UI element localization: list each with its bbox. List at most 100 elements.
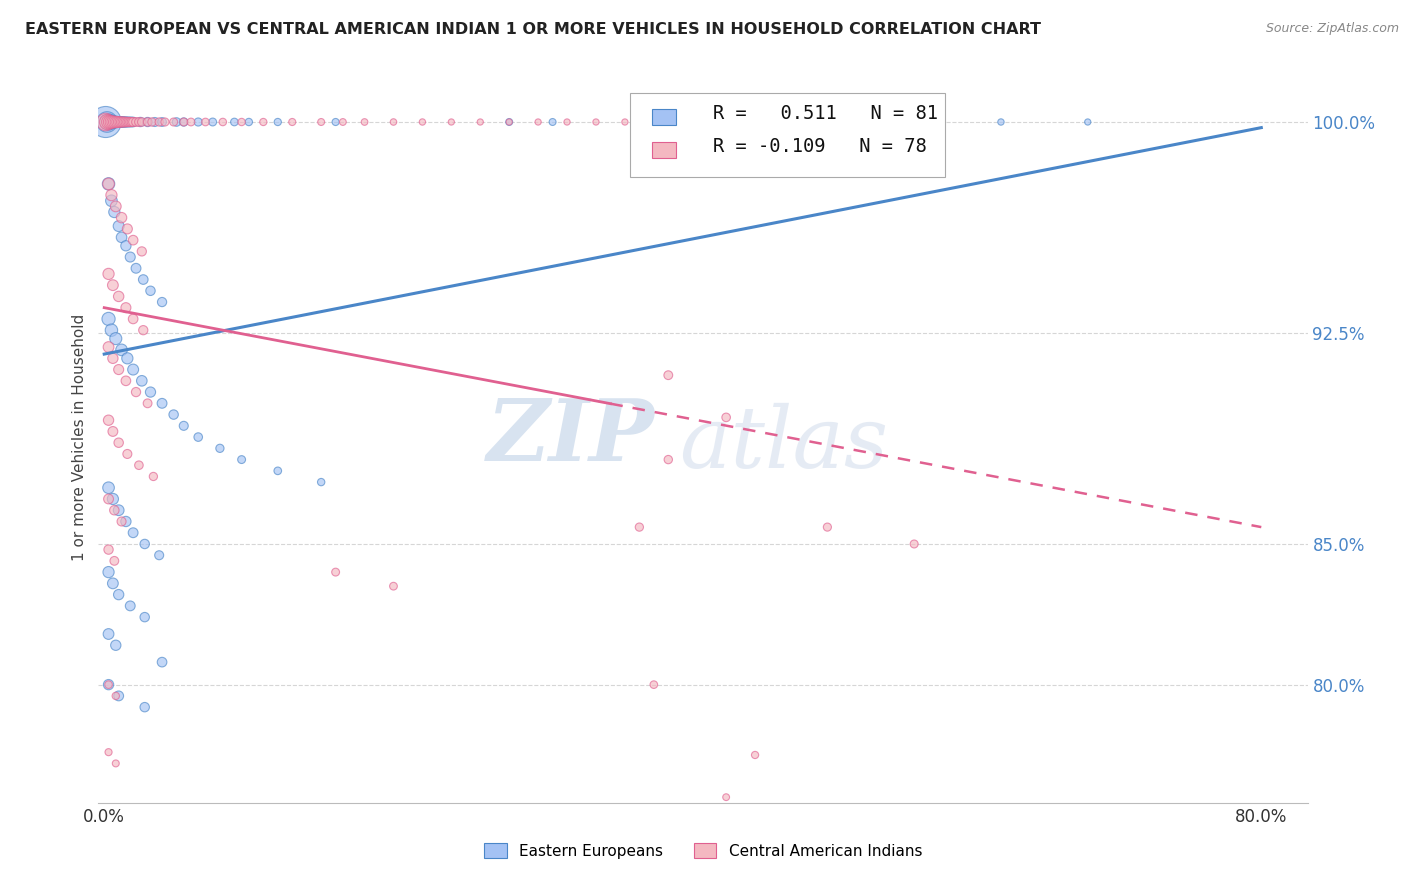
Point bbox=[100, 115, 122, 129]
Point bbox=[97, 115, 120, 129]
Point bbox=[231, 115, 253, 129]
Point bbox=[105, 115, 128, 129]
Point bbox=[134, 700, 156, 714]
Point bbox=[889, 115, 911, 129]
Bar bbox=[652, 110, 676, 126]
Point bbox=[97, 627, 120, 641]
Point bbox=[122, 312, 145, 326]
Point bbox=[628, 520, 651, 534]
Point bbox=[153, 115, 176, 129]
Point bbox=[107, 689, 129, 703]
Point bbox=[101, 425, 124, 439]
Point bbox=[131, 244, 153, 259]
Point bbox=[148, 115, 170, 129]
Text: Source: ZipAtlas.com: Source: ZipAtlas.com bbox=[1265, 22, 1399, 36]
Point bbox=[672, 115, 695, 129]
Point bbox=[111, 115, 134, 129]
Point bbox=[714, 410, 737, 425]
Point bbox=[150, 115, 173, 129]
Point bbox=[470, 115, 492, 129]
Point bbox=[104, 115, 127, 129]
Point bbox=[97, 678, 120, 692]
Point bbox=[194, 115, 217, 129]
Point bbox=[114, 115, 136, 129]
Point bbox=[121, 115, 143, 129]
Point bbox=[107, 588, 129, 602]
Text: ZIP: ZIP bbox=[486, 395, 655, 479]
Point bbox=[115, 115, 138, 129]
Point bbox=[231, 452, 253, 467]
Point bbox=[541, 115, 564, 129]
Point bbox=[700, 115, 723, 129]
Point bbox=[115, 515, 138, 529]
Point bbox=[1077, 115, 1099, 129]
Point bbox=[97, 267, 120, 281]
Point bbox=[97, 115, 120, 129]
Point bbox=[903, 537, 925, 551]
Bar bbox=[630, 94, 945, 178]
Point bbox=[97, 565, 120, 579]
Point bbox=[100, 323, 122, 337]
Point bbox=[104, 756, 127, 771]
Point bbox=[382, 115, 405, 129]
Point bbox=[97, 312, 120, 326]
Point bbox=[382, 579, 405, 593]
Point bbox=[101, 115, 124, 129]
Point bbox=[136, 115, 159, 129]
Point bbox=[211, 115, 233, 129]
Point bbox=[131, 115, 153, 129]
Point bbox=[139, 284, 162, 298]
Point bbox=[101, 278, 124, 293]
Point bbox=[136, 115, 159, 129]
Point bbox=[142, 469, 165, 483]
Point bbox=[105, 115, 128, 129]
Point bbox=[101, 491, 124, 506]
Point bbox=[125, 261, 148, 276]
Point bbox=[96, 115, 118, 129]
Point bbox=[107, 362, 129, 376]
Point bbox=[150, 655, 173, 669]
Point bbox=[115, 239, 138, 253]
Point bbox=[107, 503, 129, 517]
Point bbox=[107, 219, 129, 233]
Point bbox=[107, 115, 129, 129]
Point bbox=[990, 115, 1012, 129]
Point bbox=[128, 115, 150, 129]
Point bbox=[108, 115, 131, 129]
Text: atlas: atlas bbox=[679, 403, 889, 486]
Point bbox=[110, 115, 132, 129]
Point bbox=[97, 340, 120, 354]
Point bbox=[122, 525, 145, 540]
Point bbox=[98, 115, 121, 129]
Point bbox=[115, 374, 138, 388]
Point bbox=[187, 115, 209, 129]
Point bbox=[134, 537, 156, 551]
Point bbox=[498, 115, 520, 129]
Point bbox=[657, 115, 679, 129]
Point bbox=[267, 115, 290, 129]
Point bbox=[128, 458, 150, 473]
Point bbox=[129, 115, 152, 129]
Point bbox=[104, 199, 127, 213]
Point bbox=[440, 115, 463, 129]
Point bbox=[101, 115, 124, 129]
Point bbox=[173, 115, 195, 129]
Point bbox=[187, 430, 209, 444]
Text: R =   0.511   N = 81: R = 0.511 N = 81 bbox=[713, 104, 938, 123]
Point bbox=[110, 115, 132, 129]
Bar bbox=[652, 143, 676, 159]
Point bbox=[173, 418, 195, 433]
Point bbox=[121, 115, 143, 129]
Point bbox=[100, 194, 122, 208]
Point bbox=[180, 115, 202, 129]
Point bbox=[136, 396, 159, 410]
Point bbox=[148, 548, 170, 562]
Point bbox=[103, 205, 125, 219]
Point bbox=[162, 115, 184, 129]
Point bbox=[103, 554, 125, 568]
Point bbox=[744, 747, 766, 762]
Point bbox=[267, 464, 290, 478]
Y-axis label: 1 or more Vehicles in Household: 1 or more Vehicles in Household bbox=[72, 313, 87, 561]
Point bbox=[166, 115, 188, 129]
Point bbox=[104, 689, 127, 703]
